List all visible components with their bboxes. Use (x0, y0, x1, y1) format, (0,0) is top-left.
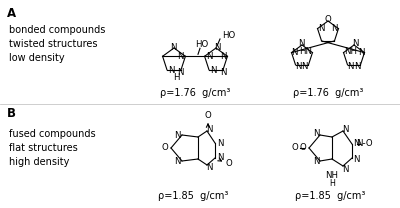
Text: N: N (347, 62, 354, 71)
Text: ρ=1.76  g/cm³: ρ=1.76 g/cm³ (160, 88, 230, 98)
Text: NH: NH (344, 47, 357, 56)
Text: N: N (177, 68, 183, 77)
Text: N: N (177, 52, 184, 61)
Text: N: N (206, 163, 212, 172)
Text: N: N (217, 154, 223, 162)
Text: N: N (220, 52, 227, 61)
Text: H: H (173, 73, 179, 82)
Text: N: N (295, 62, 302, 71)
Text: N: N (353, 155, 359, 163)
Text: O: O (226, 160, 232, 168)
Text: N: N (342, 125, 348, 134)
Text: O: O (205, 111, 211, 120)
Text: O: O (325, 15, 331, 24)
Text: N: N (217, 139, 223, 147)
Text: N: N (291, 48, 298, 57)
Text: N: N (352, 38, 358, 47)
Text: N: N (301, 62, 308, 71)
Text: N: N (206, 125, 212, 134)
Text: N: N (206, 52, 213, 61)
Text: bonded compounds
twisted structures
low density: bonded compounds twisted structures low … (9, 25, 105, 63)
Text: NH: NH (326, 172, 338, 181)
Text: ρ=1.85  g/cm³: ρ=1.85 g/cm³ (295, 191, 365, 201)
Text: N: N (170, 42, 176, 52)
Text: N: N (174, 156, 180, 166)
Text: HO: HO (195, 40, 209, 49)
Text: N: N (220, 68, 226, 77)
Text: A: A (7, 7, 16, 20)
Text: B: B (7, 107, 16, 120)
Text: N: N (318, 24, 325, 33)
Text: O: O (300, 144, 306, 152)
Text: O: O (162, 144, 168, 152)
Text: N: N (313, 130, 319, 139)
Text: N: N (210, 66, 216, 75)
Text: ρ=1.76  g/cm³: ρ=1.76 g/cm³ (293, 88, 363, 98)
Text: N: N (214, 42, 220, 52)
Text: N: N (353, 140, 359, 149)
Text: O: O (292, 144, 298, 152)
Text: N: N (331, 24, 338, 33)
Text: N: N (168, 66, 174, 75)
Text: N-O: N-O (356, 140, 372, 149)
Text: fused compounds
flat structures
high density: fused compounds flat structures high den… (9, 129, 96, 167)
Text: N: N (298, 38, 304, 47)
Text: HN: HN (299, 47, 312, 56)
Text: N: N (174, 130, 180, 140)
Text: N: N (358, 48, 365, 57)
Text: ρ=1.85  g/cm³: ρ=1.85 g/cm³ (158, 191, 228, 201)
Text: N: N (354, 62, 361, 71)
Text: HO: HO (222, 31, 235, 41)
Text: H: H (329, 178, 335, 187)
Text: N: N (342, 166, 348, 175)
Text: N: N (313, 157, 319, 166)
